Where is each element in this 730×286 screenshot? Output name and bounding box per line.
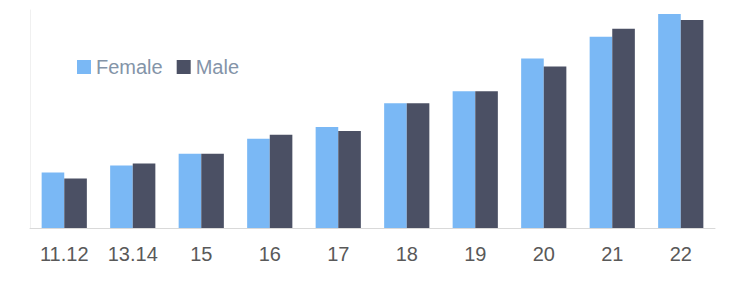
svg-text:17: 17 <box>327 243 349 265</box>
svg-text:21: 21 <box>601 243 623 265</box>
svg-text:15: 15 <box>190 243 212 265</box>
svg-text:13.14: 13.14 <box>108 243 158 265</box>
svg-text:18: 18 <box>396 243 418 265</box>
svg-text:Female: Female <box>96 56 163 78</box>
svg-text:20: 20 <box>533 243 555 265</box>
svg-text:Male: Male <box>196 56 239 78</box>
svg-text:22: 22 <box>670 243 692 265</box>
svg-text:19: 19 <box>464 243 486 265</box>
svg-text:16: 16 <box>259 243 281 265</box>
svg-text:11.12: 11.12 <box>40 243 89 265</box>
